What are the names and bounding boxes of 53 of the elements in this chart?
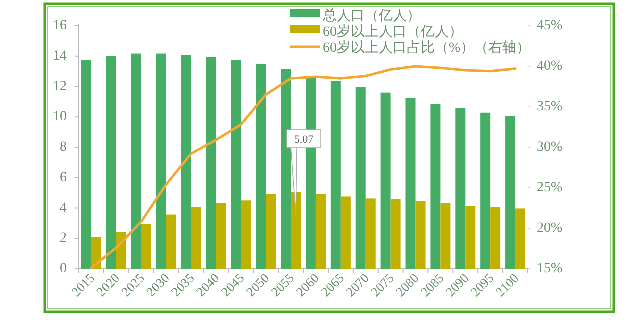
y-tick-label: 10 xyxy=(53,110,67,125)
bar xyxy=(330,81,341,269)
bar xyxy=(340,196,351,269)
y-tick-label: 6 xyxy=(60,170,67,186)
bar xyxy=(91,237,102,269)
bar xyxy=(506,116,516,269)
bar xyxy=(406,98,416,269)
bar xyxy=(430,104,441,269)
bar xyxy=(466,206,476,269)
y-tick-label: 4 xyxy=(60,200,67,216)
bar xyxy=(191,207,202,269)
bar xyxy=(216,203,226,269)
bar xyxy=(490,207,501,269)
y-tick-label: 12 xyxy=(53,79,67,94)
bar xyxy=(380,92,391,269)
y-tick-label: 14 xyxy=(53,48,67,64)
bar xyxy=(181,55,192,269)
data-label: 5.07 xyxy=(294,134,314,146)
bar xyxy=(256,64,266,269)
legend-label: 总人口（亿人） xyxy=(322,8,421,24)
bar xyxy=(81,60,92,269)
y-tick-label: 16 xyxy=(53,18,67,34)
y2-tick-label: 35% xyxy=(537,100,563,114)
bar xyxy=(456,108,466,269)
bar xyxy=(366,198,376,269)
legend-label: 60岁以上人口（亿人） xyxy=(323,24,463,40)
bar xyxy=(316,194,326,269)
y-tick-label: 8 xyxy=(60,140,67,155)
legend-label: 60岁以上人口占比（%）（右轴） xyxy=(323,40,531,56)
y2-tick-label: 25% xyxy=(537,180,563,196)
bar xyxy=(106,56,116,269)
bar xyxy=(166,214,176,269)
y2-tick-label: 40% xyxy=(537,59,563,74)
bar xyxy=(141,224,152,269)
bar xyxy=(416,201,426,269)
bar xyxy=(390,199,401,269)
bar xyxy=(440,203,451,269)
y-tick-label: 2 xyxy=(60,231,67,246)
y2-tick-label: 20% xyxy=(537,221,563,236)
bar xyxy=(516,208,526,269)
bar xyxy=(356,87,366,269)
y2-tick-label: 45% xyxy=(537,18,563,34)
bar xyxy=(131,54,142,269)
y2-tick-label: 30% xyxy=(537,140,563,155)
bar xyxy=(266,194,276,269)
y2-tick-label: 15% xyxy=(537,262,563,276)
bar xyxy=(231,60,242,269)
bar xyxy=(241,200,252,269)
y-tick-label: 0 xyxy=(60,262,67,276)
bar xyxy=(480,112,491,269)
bar xyxy=(206,57,216,269)
bar xyxy=(281,69,292,269)
bar xyxy=(156,54,166,269)
